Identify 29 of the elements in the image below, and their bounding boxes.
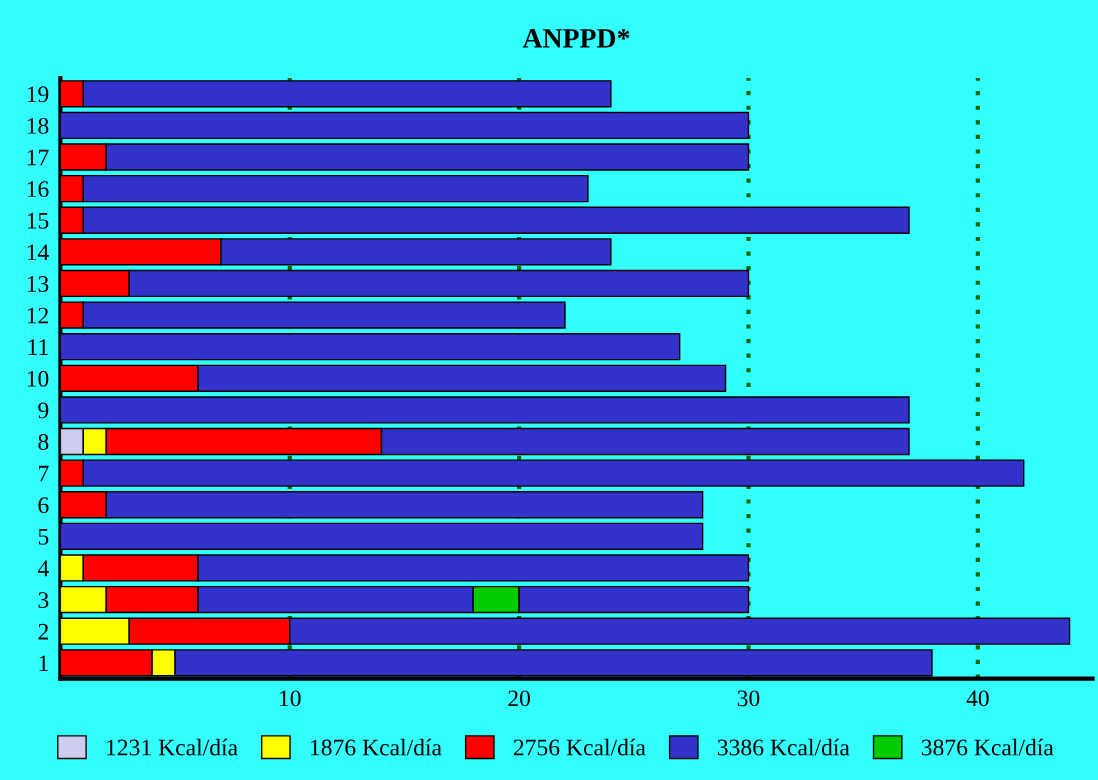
y-tick-label: 13 xyxy=(27,276,49,292)
y-tick-label: 1 xyxy=(39,655,48,671)
y-tick-label: 8 xyxy=(38,434,49,450)
legend-label: 1231 Kcal/día xyxy=(107,738,238,756)
y-tick-label: 14 xyxy=(27,244,49,261)
y-tick-label: 15 xyxy=(27,212,49,229)
y-tick-label: 6 xyxy=(38,497,49,514)
y-tick-label: 18 xyxy=(27,117,49,134)
y-tick-label: 17 xyxy=(27,149,49,166)
x-tick-label: 20 xyxy=(508,690,531,707)
y-tick-label: 19 xyxy=(27,86,49,103)
y-tick-label: 7 xyxy=(39,465,49,482)
x-tick-label: 10 xyxy=(280,690,301,707)
y-tick-label: 11 xyxy=(28,339,48,355)
y-tick-label: 5 xyxy=(38,529,49,545)
y-tick-label: 16 xyxy=(27,181,49,198)
legend-label: 2756 Kcal/día xyxy=(513,738,646,756)
legend-label: 3386 Kcal/día xyxy=(717,738,850,756)
legend-label: 3876 Kcal/día xyxy=(921,738,1054,756)
y-tick-label: 4 xyxy=(37,560,49,577)
y-tick-label: 9 xyxy=(38,402,49,419)
y-tick-label: 2 xyxy=(38,623,48,640)
y-tick-label: 3 xyxy=(38,592,49,608)
x-tick-label: 30 xyxy=(737,690,760,707)
chart-title: ANPPD* xyxy=(522,29,630,48)
y-tick-label: 12 xyxy=(27,307,48,324)
legend-label: 1876 Kcal/día xyxy=(311,738,442,756)
x-tick-label: 40 xyxy=(966,690,989,707)
y-tick-label: 10 xyxy=(27,370,49,387)
